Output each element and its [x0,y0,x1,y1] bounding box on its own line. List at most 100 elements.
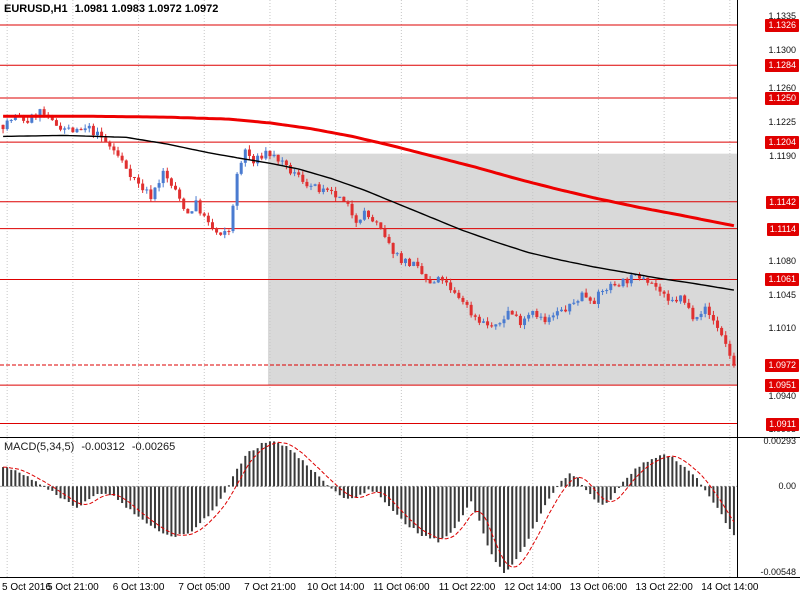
macd-histogram-bar [108,486,111,496]
macd-histogram-bar [396,486,399,515]
candle-body [272,154,276,157]
time-axis[interactable]: 5 Oct 2016 5 Oct 21:00 6 Oct 13:00 7 Oct 05… [0,578,800,600]
candle-body [399,253,403,264]
candle-body [354,215,358,223]
candle-body [457,292,461,298]
candle-body [108,142,112,147]
macd-histogram-bar [264,442,267,487]
macd-histogram-bar [244,455,247,487]
price-scale-tick: 0.00293 [763,435,796,446]
macd-histogram-bar [211,486,214,511]
time-axis-label: 5 Oct 2016 [2,582,51,593]
time-axis-label: 14 Oct 14:00 [701,582,759,593]
macd-histogram-bar [240,463,243,487]
candle-body [350,203,354,216]
candle-body [646,277,650,283]
candle-body [182,198,186,209]
candle-body [699,313,703,318]
macd-histogram-bar [634,468,637,487]
macd-histogram-bar [326,485,329,487]
macd-indicator-label: MACD(5,34,5) -0.00312 -0.00265 [4,441,179,453]
candle-body [342,196,346,202]
macd-histogram-bar [227,485,230,487]
candle-body [149,189,153,200]
candle-body [202,213,206,216]
scale-separator [737,0,738,577]
candle-body [416,261,420,267]
macd-histogram-bar [281,445,284,487]
price-level-badge: 1.1142 [766,195,799,209]
macd-histogram-bar [34,481,37,487]
macd-histogram-bar [535,486,538,522]
candle-body [551,315,555,318]
macd-histogram-bar [67,486,70,503]
macd-histogram-bar [601,486,604,505]
time-axis-label: 6 Oct 13:00 [112,582,165,593]
candle-body [362,210,366,220]
candle-body [506,310,510,320]
candle-body [440,277,444,281]
macd-histogram-bar [708,486,711,497]
candle-body [592,300,596,304]
macd-histogram-bar [507,486,510,570]
candle-body [387,236,391,243]
candle-body [79,128,83,131]
macd-histogram-bar [687,470,690,487]
macd-histogram-bar [125,486,128,508]
candle-body [625,278,629,284]
candle-body [408,258,412,267]
macd-histogram-bar [145,486,148,524]
macd-histogram-bar [14,470,17,487]
candle-body [276,154,280,162]
price-scale-tick: 1.1010 [768,323,796,334]
candle-body [313,184,317,186]
candle-body [724,335,728,344]
price-level-badge: 1.0911 [766,417,799,431]
candle-body [588,297,592,301]
axis-separator [0,577,800,578]
candle-body [379,222,383,229]
macd-histogram-bar [470,486,473,502]
macd-histogram-bar [449,486,452,533]
macd-histogram-bar [195,486,198,528]
price-scale-tick: 1.1260 [768,83,796,94]
candle-body [227,231,231,233]
panel-separator[interactable] [0,437,800,438]
candle-body [674,299,678,302]
candle-body [264,150,268,159]
chart-title: EURUSD,H1 1.0981 1.0983 1.0972 1.0972 [4,3,222,15]
macd-histogram-bar [474,486,477,513]
candle-body [498,323,502,325]
macd-indicator-chart[interactable] [0,438,737,577]
macd-histogram-bar [375,486,378,493]
candle-body [330,189,334,191]
candle-body [260,155,264,159]
macd-value-main: -0.00312 [81,441,125,453]
macd-histogram-bar [63,486,66,500]
candle-body [412,261,416,267]
macd-histogram-bar [609,486,612,500]
macd-histogram-bar [482,486,485,534]
candle-body [420,266,424,275]
macd-histogram-bar [318,476,321,487]
price-chart[interactable] [0,0,737,437]
price-level-badge: 1.1284 [765,59,799,73]
macd-histogram-bar [84,486,87,502]
time-axis-label: 12 Oct 14:00 [504,582,562,593]
macd-histogram-bar [100,486,103,494]
macd-histogram-bar [700,484,703,487]
candle-body [284,160,288,166]
price-scale[interactable]: 1.1335 1.1300 1.1260 1.1225 1.1190 1.1080 1.10… [738,0,800,577]
candle-body [477,316,481,323]
candle-body [321,188,325,193]
macd-histogram-bar [671,456,674,487]
candle-body [190,211,194,214]
price-scale-tick: 1.1300 [768,44,796,55]
candle-body [26,120,30,123]
macd-histogram-bar [117,486,120,500]
candle-body [375,221,379,223]
candle-body [104,137,108,143]
macd-histogram-bar [338,486,341,496]
candle-body [629,275,633,284]
